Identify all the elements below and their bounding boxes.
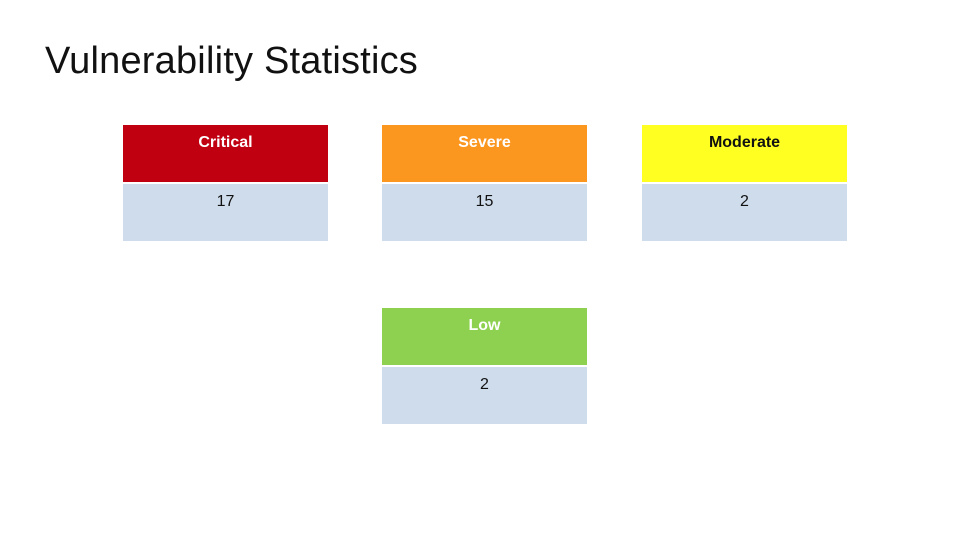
low-label: Low bbox=[382, 308, 587, 365]
severe-count: 15 bbox=[382, 184, 587, 241]
critical-label: Critical bbox=[123, 125, 328, 182]
moderate-card: Moderate 2 bbox=[642, 125, 847, 241]
severe-card: Severe 15 bbox=[382, 125, 587, 241]
critical-count: 17 bbox=[123, 184, 328, 241]
page-title: Vulnerability Statistics bbox=[45, 40, 418, 82]
severe-label: Severe bbox=[382, 125, 587, 182]
critical-card: Critical 17 bbox=[123, 125, 328, 241]
low-count: 2 bbox=[382, 367, 587, 424]
moderate-label: Moderate bbox=[642, 125, 847, 182]
low-card: Low 2 bbox=[382, 308, 587, 424]
moderate-count: 2 bbox=[642, 184, 847, 241]
